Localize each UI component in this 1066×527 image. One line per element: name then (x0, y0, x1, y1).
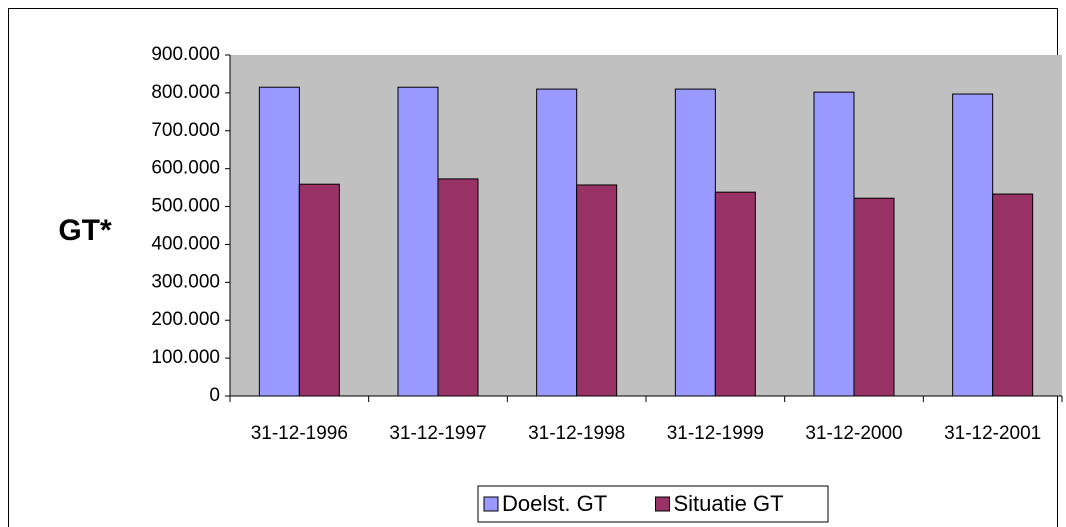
plot-area (230, 55, 1062, 396)
y-tick-label: 100.000 (151, 347, 220, 368)
bar (674, 88, 716, 397)
legend-label: Situatie GT (674, 491, 784, 516)
bar (437, 178, 479, 397)
y-tick-label: 200.000 (151, 309, 220, 330)
bar (992, 193, 1034, 397)
legend-label: Doelst. GT (502, 491, 607, 516)
x-tick-label: 31-12-2000 (805, 423, 902, 444)
bar (536, 88, 578, 397)
y-tick-label: 0 (209, 385, 220, 406)
bar (258, 86, 300, 397)
bar (853, 197, 895, 397)
bar (298, 183, 340, 397)
x-tick-label: 31-12-1998 (528, 423, 625, 444)
legend-box (477, 485, 829, 523)
y-tick-label: 300.000 (151, 271, 220, 292)
bar (952, 93, 994, 397)
x-tick-label: 31-12-1999 (667, 423, 764, 444)
bar (576, 184, 618, 397)
legend-swatch (655, 496, 670, 512)
y-tick-label: 700.000 (151, 120, 220, 141)
bar (714, 191, 756, 397)
y-tick-label: 400.000 (151, 233, 220, 254)
y-tick-label: 500.000 (151, 196, 220, 217)
y-tick-label: 600.000 (151, 158, 220, 179)
x-tick-label: 31-12-1996 (251, 423, 348, 444)
y-axis-label: GT* (58, 214, 112, 247)
bar (813, 91, 855, 397)
legend-swatch (483, 496, 499, 512)
y-tick-label: 800.000 (151, 82, 220, 103)
x-tick-label: 31-12-1997 (389, 423, 486, 444)
x-tick-label: 31-12-2001 (944, 423, 1041, 444)
y-tick-label: 900.000 (151, 44, 220, 65)
bar (397, 86, 439, 397)
